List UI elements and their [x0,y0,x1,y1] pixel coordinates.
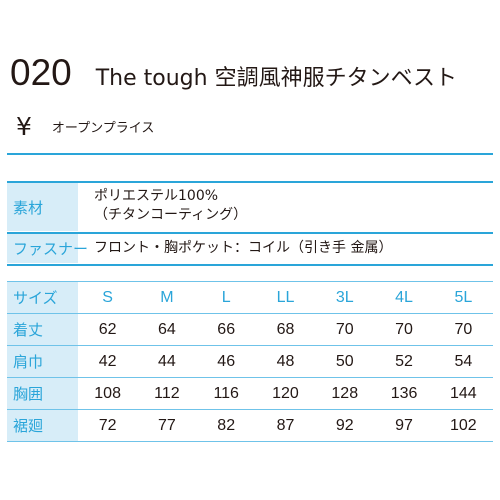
table-cell: 144 [433,377,493,410]
size-header-cell: 3L [315,281,375,314]
product-code: 020 [10,52,72,93]
spec-label-material: 素材 [7,183,78,231]
size-header-cell: L [196,281,256,314]
row-label: 胸囲 [7,377,78,410]
table-cell: 46 [196,345,256,378]
table-cell: 50 [315,345,375,378]
size-header-cell: M [137,281,197,314]
size-header-cell: S [78,281,138,314]
price-text: オープンプライス [51,121,155,136]
yen-icon: ¥ [16,112,32,141]
table-cell: 92 [315,409,375,442]
size-header-label: サイズ [7,281,78,314]
spec-value-line: フロント・胸ポケット：コイル（引き手 金属） [94,240,393,256]
spec-value-material: ポリエステル100% （チタンコーティング） [94,187,247,225]
table-cell: 48 [255,345,316,378]
table-cell: 77 [137,409,197,442]
table-cell: 70 [315,313,375,346]
table-row: 着丈 62 64 66 68 70 70 70 [7,313,493,346]
spec-value-line: （チタンコーティング） [94,207,248,223]
table-cell: 52 [374,345,434,378]
divider-line [7,181,493,183]
table-cell: 44 [137,345,197,378]
size-table: サイズ S M L LL 3L 4L 5L 着丈 62 64 66 68 70 … [7,281,493,442]
spec-label-fastener: ファスナー [7,234,88,263]
divider-line [7,232,493,234]
table-cell: 120 [255,377,316,410]
table-cell: 87 [255,409,316,442]
table-cell: 112 [137,377,197,410]
table-cell: 136 [374,377,434,410]
table-row: 裾廻 72 77 82 87 92 97 102 [7,409,493,442]
table-cell: 116 [196,377,256,410]
table-cell: 62 [78,313,138,346]
table-cell: 82 [196,409,256,442]
table-cell: 70 [433,313,493,346]
table-cell: 128 [315,377,375,410]
table-cell: 68 [255,313,316,346]
row-label: 裾廻 [7,409,78,442]
divider-line [7,153,493,155]
size-header-cell: LL [255,281,316,314]
table-cell: 64 [137,313,197,346]
table-cell: 102 [433,409,493,442]
price-row: ¥ オープンプライス [16,112,154,141]
spec-value-line: ポリエステル100% [94,188,219,204]
table-cell: 72 [78,409,138,442]
product-header: 020 The tough 空調風神服チタンベスト [10,52,457,94]
row-label: 着丈 [7,313,78,346]
table-cell: 108 [78,377,138,410]
table-row: 胸囲 108 112 116 120 128 136 144 [7,377,493,410]
table-cell: 54 [433,345,493,378]
table-cell: 66 [196,313,256,346]
table-row: 肩巾 42 44 46 48 50 52 54 [7,345,493,378]
table-cell: 70 [374,313,434,346]
size-header-row: サイズ S M L LL 3L 4L 5L [7,281,493,314]
table-cell: 97 [374,409,434,442]
size-header-cell: 4L [374,281,434,314]
divider-line [7,264,493,266]
table-cell: 42 [78,345,138,378]
size-header-cell: 5L [433,281,493,314]
row-label: 肩巾 [7,345,78,378]
product-name: The tough 空調風神服チタンベスト [95,66,458,91]
spec-value-fastener: フロント・胸ポケット：コイル（引き手 金属） [94,239,392,258]
